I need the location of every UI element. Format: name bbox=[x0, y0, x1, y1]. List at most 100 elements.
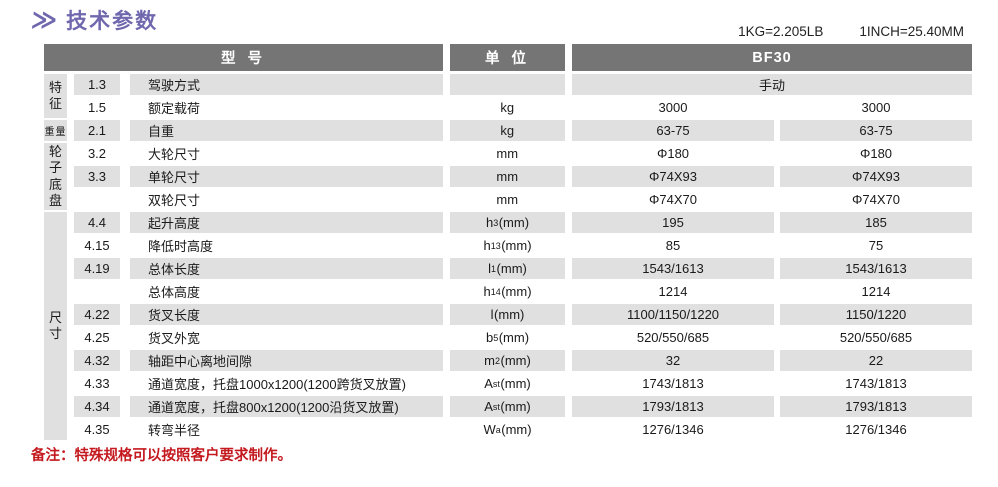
row-num-cell bbox=[74, 281, 120, 302]
row-num-cell: 4.4 bbox=[74, 212, 120, 233]
row-value-2-cell: 1543/1613 bbox=[780, 258, 972, 279]
row-unit-cell: h 13 (mm) bbox=[483, 238, 532, 253]
row-num-cell bbox=[74, 189, 120, 210]
row-value-1-cell: 195 bbox=[572, 212, 774, 233]
row-num-cell: 1.3 bbox=[74, 74, 120, 95]
column-header-bf30: BF30 bbox=[572, 44, 972, 71]
table-header-row: 型 号 单 位 BF30 bbox=[44, 44, 972, 71]
unit-suffix: (mm) bbox=[500, 399, 531, 414]
row-value-2-cell: 1150/1220 bbox=[780, 304, 972, 325]
spec-table: 型 号 单 位 BF30 1.3 驾驶方式 手动 1.5 额定载荷 kg 3000 3000 2… bbox=[44, 44, 972, 440]
column-header-unit: 单 位 bbox=[450, 44, 565, 71]
row-value-1-cell: 63-75 bbox=[572, 120, 774, 141]
row-value-2-cell: 3000 bbox=[861, 100, 891, 115]
row-desc-cell: 起升高度 bbox=[130, 212, 443, 233]
unit-suffix: (mm) bbox=[498, 330, 530, 345]
row-value-1-cell: 1543/1613 bbox=[572, 258, 774, 279]
row-value-1-cell: 3000 bbox=[658, 100, 688, 115]
unit-suffix: (mm) bbox=[501, 238, 532, 253]
row-value-1-cell: 1100/1150/1220 bbox=[572, 304, 774, 325]
row-unit-cell: mm bbox=[450, 143, 565, 164]
row-unit-cell: h 14 (mm) bbox=[483, 284, 532, 299]
row-value-2-cell: 520/550/685 bbox=[839, 330, 913, 345]
unit-symbol: A bbox=[484, 399, 493, 414]
row-unit-cell: kg bbox=[450, 97, 565, 118]
category-label: 轮子底盘 bbox=[44, 143, 67, 210]
unit-symbol: mm bbox=[496, 146, 519, 161]
unit-conversion-note: 1KG=2.205LB 1INCH=25.40MM bbox=[738, 24, 964, 39]
unit-symbol: b bbox=[485, 330, 494, 345]
unit-symbol: m bbox=[484, 353, 495, 368]
unit-symbol: l bbox=[490, 307, 494, 322]
row-desc-cell: 大轮尺寸 bbox=[148, 147, 201, 162]
row-value-1-cell: 520/550/685 bbox=[636, 330, 710, 345]
remark-note: 备注：特殊规格可以按照客户要求制作。 bbox=[31, 448, 292, 464]
unit-suffix: (mm) bbox=[500, 353, 531, 368]
category-label-text: 特征 bbox=[48, 79, 62, 111]
row-unit-cell: l 1 (mm) bbox=[450, 258, 565, 279]
row-desc-cell: 单轮尺寸 bbox=[130, 166, 443, 187]
row-value-2-cell: 1276/1346 bbox=[845, 422, 907, 437]
row-value-2-cell: 75 bbox=[868, 238, 884, 253]
row-value-2-cell: 63-75 bbox=[780, 120, 972, 141]
row-num-cell: 4.32 bbox=[74, 350, 120, 371]
row-value-cell: 手动 bbox=[572, 74, 972, 95]
row-desc-cell: 双轮尺寸 bbox=[148, 193, 201, 208]
row-desc-cell: 降低时高度 bbox=[148, 239, 214, 254]
row-num-cell: 4.15 bbox=[84, 238, 110, 253]
row-value-2-cell: 1743/1813 bbox=[845, 376, 907, 391]
double-chevron-icon: ≫ bbox=[29, 5, 59, 34]
unit-suffix: (mm) bbox=[500, 376, 531, 391]
row-desc-cell: 自重 bbox=[130, 120, 443, 141]
row-num-cell: 2.1 bbox=[74, 120, 120, 141]
unit-suffix: (mm) bbox=[501, 284, 532, 299]
row-value-2-cell: Φ74X70 bbox=[852, 192, 900, 207]
row-value-1-cell: 1214 bbox=[658, 284, 688, 299]
unit-suffix: (mm) bbox=[501, 422, 532, 437]
row-value-2-cell: 22 bbox=[780, 350, 972, 371]
unit-symbol: kg bbox=[500, 100, 515, 115]
row-value-1-cell: 85 bbox=[665, 238, 681, 253]
unit-symbol: W bbox=[483, 422, 496, 437]
row-value-1-cell: Φ74X70 bbox=[649, 192, 697, 207]
row-desc-cell: 额定载荷 bbox=[148, 101, 201, 116]
unit-symbol: h bbox=[483, 238, 491, 253]
row-desc-cell: 驾驶方式 bbox=[130, 74, 443, 95]
unit-suffix: (mm) bbox=[496, 261, 527, 276]
category-label: 重量 bbox=[44, 120, 67, 141]
row-value-1-cell: 32 bbox=[572, 350, 774, 371]
page-header: ≫ 技术参数 bbox=[29, 5, 159, 35]
unit-suffix: (mm) bbox=[494, 307, 525, 322]
unit-symbol: mm bbox=[496, 192, 519, 207]
row-value-2-cell: Φ180 bbox=[859, 146, 893, 161]
row-value-1-cell: 1276/1346 bbox=[642, 422, 704, 437]
row-unit-cell: mm bbox=[450, 189, 565, 210]
row-num-cell: 3.3 bbox=[74, 166, 120, 187]
unit-symbol: A bbox=[484, 376, 493, 391]
row-desc-cell: 轴距中心离地间隙 bbox=[130, 350, 443, 371]
row-num-cell: 4.19 bbox=[74, 258, 120, 279]
row-desc-cell: 货叉长度 bbox=[130, 304, 443, 325]
category-label-text: 轮子底盘 bbox=[48, 144, 62, 208]
row-value-1-cell: Φ74X93 bbox=[572, 166, 774, 187]
row-unit-cell: b 5 (mm) bbox=[485, 330, 530, 345]
inch-conversion: 1INCH=25.40MM bbox=[859, 24, 964, 39]
unit-symbol: l bbox=[488, 261, 492, 276]
row-unit-cell: kg bbox=[450, 120, 565, 141]
row-desc-cell: 总体高度 bbox=[148, 285, 201, 300]
row-value-1-cell: 1793/1813 bbox=[572, 396, 774, 417]
row-value-1-cell: 1743/1813 bbox=[642, 376, 704, 391]
row-value-1-cell: Φ180 bbox=[656, 146, 690, 161]
category-label-text: 尺寸 bbox=[48, 309, 62, 341]
row-unit-cell: m 2 (mm) bbox=[450, 350, 565, 371]
page-title: 技术参数 bbox=[66, 10, 159, 33]
row-unit-cell: l (mm) bbox=[450, 304, 565, 325]
row-num-cell: 4.35 bbox=[84, 422, 110, 437]
unit-symbol: h bbox=[485, 215, 494, 230]
row-unit-cell bbox=[450, 74, 565, 95]
unit-symbol: kg bbox=[500, 123, 515, 138]
row-desc-cell: 通道宽度，托盘800x1200(1200沿货叉放置) bbox=[130, 396, 443, 417]
